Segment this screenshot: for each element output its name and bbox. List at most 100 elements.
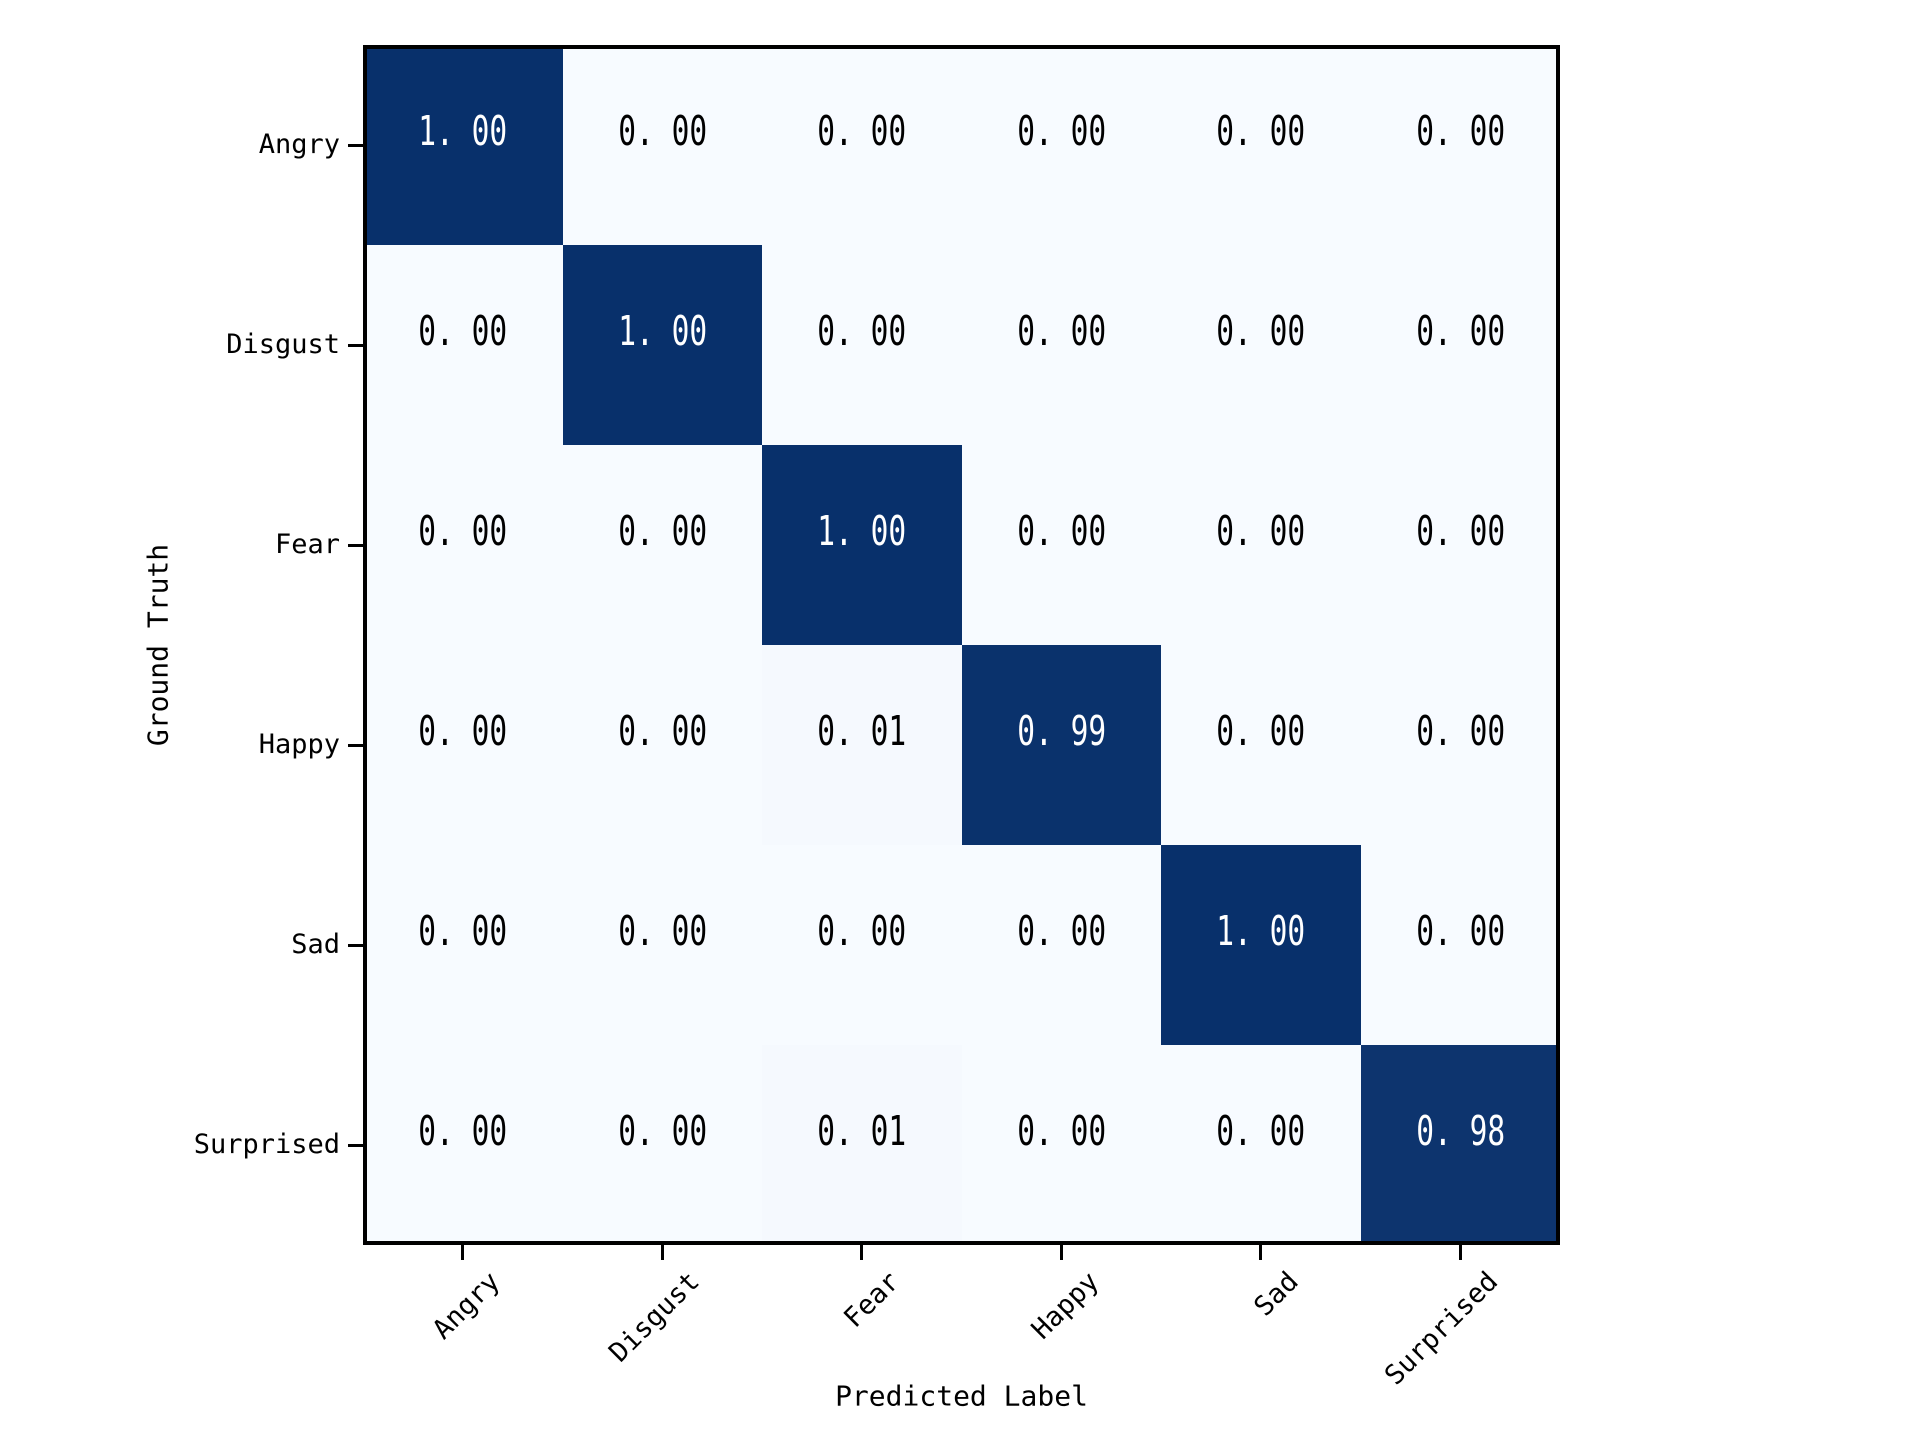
matrix-cell-fear-fear: 1. 00 <box>762 445 962 645</box>
y-tick-label-disgust: Disgust <box>226 329 340 360</box>
cell-value: 1. 00 <box>817 507 907 555</box>
cell-value: 1. 00 <box>617 307 707 355</box>
cell-value: 0. 00 <box>1216 707 1306 755</box>
cell-value: 0. 00 <box>817 107 907 155</box>
matrix-cell-happy-sad: 0. 00 <box>1161 645 1361 845</box>
x-axis-title: Predicted Label <box>835 1379 1088 1413</box>
matrix-cell-disgust-disgust: 1. 00 <box>562 245 762 445</box>
matrix-cell-angry-fear: 0. 00 <box>762 45 962 245</box>
x-tick-label-sad: Sad <box>1248 1266 1305 1323</box>
heatmap-grid: 1. 00 0. 00 0. 00 0. 00 0. 00 0. 00 0. 00 1. 00… <box>363 45 1560 1245</box>
x-tick-mark <box>1458 1245 1462 1260</box>
matrix-cell-disgust-sad: 0. 00 <box>1161 245 1361 445</box>
cell-value: 0. 00 <box>1016 307 1106 355</box>
matrix-cell-happy-happy: 0. 99 <box>961 645 1161 845</box>
cell-value: 1. 00 <box>418 107 508 155</box>
cell-value: 0. 00 <box>1415 907 1505 955</box>
cell-value: 0. 01 <box>817 1107 907 1155</box>
matrix-cell-angry-sad: 0. 00 <box>1161 45 1361 245</box>
matrix-cell-fear-happy: 0. 00 <box>961 445 1161 645</box>
x-tick-mark <box>860 1245 864 1260</box>
cell-value: 0. 98 <box>1415 1107 1505 1155</box>
matrix-cell-fear-surprised: 0. 00 <box>1360 445 1560 645</box>
x-tick-label-fear: Fear <box>837 1266 906 1334</box>
y-tick-mark <box>348 143 363 147</box>
matrix-cell-angry-happy: 0. 00 <box>961 45 1161 245</box>
cell-value: 0. 00 <box>1216 107 1306 155</box>
matrix-cell-surprised-surprised: 0. 98 <box>1360 1045 1560 1245</box>
cell-value: 0. 00 <box>617 107 707 155</box>
matrix-cell-disgust-surprised: 0. 00 <box>1360 245 1560 445</box>
matrix-cell-surprised-fear: 0. 01 <box>762 1045 962 1245</box>
cell-value: 0. 00 <box>1415 107 1505 155</box>
cell-value: 1. 00 <box>1216 907 1306 955</box>
cell-value: 0. 00 <box>418 307 508 355</box>
x-tick-label-angry: Angry <box>427 1266 507 1346</box>
matrix-cell-fear-angry: 0. 00 <box>363 445 563 645</box>
y-tick-mark <box>348 543 363 547</box>
y-axis-title: Ground Truth <box>141 543 175 747</box>
y-tick-mark <box>348 343 363 347</box>
cell-value: 0. 00 <box>617 707 707 755</box>
matrix-cell-happy-surprised: 0. 00 <box>1360 645 1560 845</box>
cell-value: 0. 00 <box>418 907 508 955</box>
matrix-cell-sad-disgust: 0. 00 <box>562 845 762 1045</box>
y-tick-label-fear: Fear <box>274 529 340 560</box>
y-tick-label-sad: Sad <box>291 929 340 960</box>
cell-value: 0. 00 <box>817 307 907 355</box>
matrix-cell-fear-sad: 0. 00 <box>1161 445 1361 645</box>
matrix-cell-sad-surprised: 0. 00 <box>1360 845 1560 1045</box>
matrix-cell-surprised-disgust: 0. 00 <box>562 1045 762 1245</box>
matrix-cell-happy-disgust: 0. 00 <box>562 645 762 845</box>
cell-value: 0. 00 <box>617 907 707 955</box>
x-tick-label-happy: Happy <box>1025 1266 1106 1346</box>
matrix-cell-angry-angry: 1. 00 <box>363 45 563 245</box>
cell-value: 0. 00 <box>617 1107 707 1155</box>
matrix-cell-sad-sad: 1. 00 <box>1161 845 1361 1045</box>
y-tick-mark <box>348 943 363 947</box>
x-tick-mark <box>1259 1245 1263 1260</box>
cell-value: 0. 01 <box>817 707 907 755</box>
matrix-cell-happy-angry: 0. 00 <box>363 645 563 845</box>
cell-value: 0. 00 <box>1016 507 1106 555</box>
matrix-cell-surprised-happy: 0. 00 <box>961 1045 1161 1245</box>
matrix-cell-disgust-angry: 0. 00 <box>363 245 563 445</box>
matrix-cell-happy-fear: 0. 01 <box>762 645 962 845</box>
matrix-cell-sad-fear: 0. 00 <box>762 845 962 1045</box>
cell-value: 0. 00 <box>1415 707 1505 755</box>
cell-value: 0. 99 <box>1016 707 1106 755</box>
cell-value: 0. 00 <box>1216 307 1306 355</box>
y-tick-label-angry: Angry <box>258 129 340 160</box>
matrix-cell-angry-surprised: 0. 00 <box>1360 45 1560 245</box>
cell-value: 0. 00 <box>1016 907 1106 955</box>
matrix-cell-angry-disgust: 0. 00 <box>562 45 762 245</box>
matrix-cell-disgust-fear: 0. 00 <box>762 245 962 445</box>
cell-value: 0. 00 <box>617 507 707 555</box>
matrix-cell-disgust-happy: 0. 00 <box>961 245 1161 445</box>
cell-value: 0. 00 <box>1216 1107 1306 1155</box>
cell-value: 0. 00 <box>1415 307 1505 355</box>
cell-value: 0. 00 <box>1415 507 1505 555</box>
cell-value: 0. 00 <box>418 507 508 555</box>
cell-value: 0. 00 <box>817 907 907 955</box>
cell-value: 0. 00 <box>418 707 508 755</box>
cell-value: 0. 00 <box>1016 1107 1106 1155</box>
x-tick-mark <box>461 1245 465 1260</box>
y-tick-label-happy: Happy <box>258 729 340 760</box>
matrix-cell-surprised-sad: 0. 00 <box>1161 1045 1361 1245</box>
x-tick-mark <box>1059 1245 1063 1260</box>
y-tick-mark <box>348 1143 363 1147</box>
matrix-cell-surprised-angry: 0. 00 <box>363 1045 563 1245</box>
x-tick-mark <box>660 1245 664 1260</box>
x-tick-label-disgust: Disgust <box>603 1266 707 1369</box>
x-tick-label-surprised: Surprised <box>1378 1266 1505 1392</box>
y-tick-mark <box>348 743 363 747</box>
matrix-cell-fear-disgust: 0. 00 <box>562 445 762 645</box>
matrix-cell-sad-angry: 0. 00 <box>363 845 563 1045</box>
matrix-cell-sad-happy: 0. 00 <box>961 845 1161 1045</box>
cell-value: 0. 00 <box>418 1107 508 1155</box>
cell-value: 0. 00 <box>1216 507 1306 555</box>
cell-value: 0. 00 <box>1016 107 1106 155</box>
y-tick-label-surprised: Surprised <box>193 1129 340 1160</box>
